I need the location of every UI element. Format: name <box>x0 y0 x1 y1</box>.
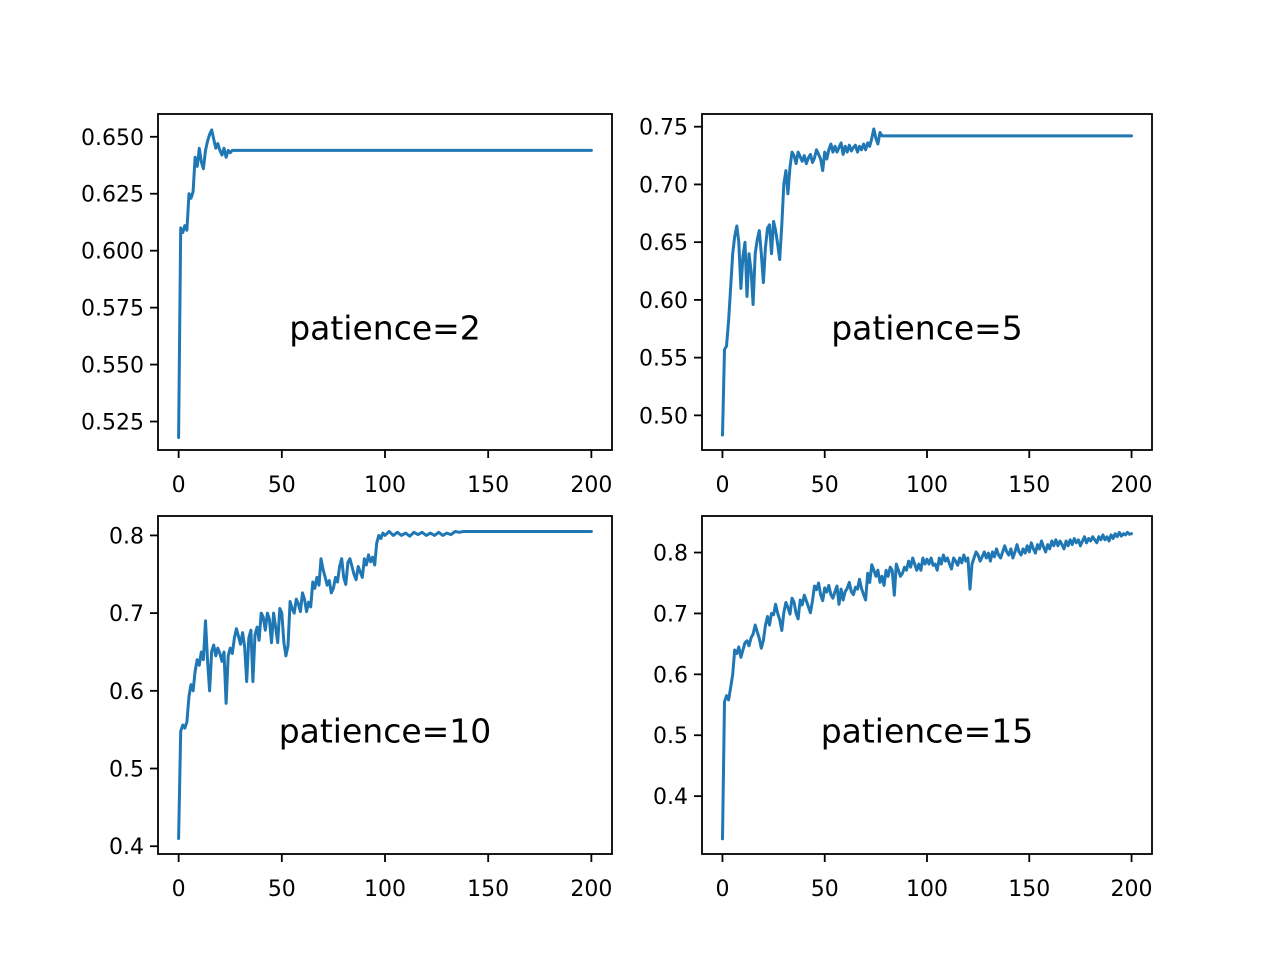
y-tick-label: 0.4 <box>653 785 688 810</box>
x-tick-label: 100 <box>364 473 406 498</box>
y-tick-label: 0.525 <box>81 411 144 436</box>
y-tick-label: 0.5 <box>653 724 688 749</box>
x-tick-label: 200 <box>1111 473 1153 498</box>
x-tick-label: 100 <box>364 877 406 902</box>
x-tick-label: 150 <box>1008 473 1050 498</box>
y-tick-label: 0.50 <box>639 404 688 429</box>
x-tick-label: 50 <box>268 473 296 498</box>
series-line <box>177 530 593 840</box>
axes-frame <box>701 113 1153 451</box>
y-tick-label: 0.650 <box>81 126 144 151</box>
subplot-1: 0 50 100 150 200 0.525 0.550 0.575 0.600 0.625 0.6… <box>81 113 613 498</box>
x-tick-label: 200 <box>570 877 612 902</box>
x-tick-label: 200 <box>570 473 612 498</box>
y-tick-label: 0.8 <box>109 524 144 549</box>
y-tick-label: 0.55 <box>639 347 688 372</box>
series-line <box>177 128 593 439</box>
y-tick-label: 0.60 <box>639 289 688 314</box>
y-tick-label: 0.5 <box>109 758 144 783</box>
y-tick-label: 0.6 <box>109 680 144 705</box>
y-tick-label: 0.575 <box>81 297 144 322</box>
y-tick-label: 0.4 <box>109 835 144 860</box>
x-tick-label: 0 <box>715 473 729 498</box>
y-tick-label: 0.65 <box>639 231 688 256</box>
axes-frame <box>701 515 1153 855</box>
axes-frame <box>157 113 613 451</box>
x-tick-label: 0 <box>715 877 729 902</box>
y-tick-label: 0.6 <box>653 663 688 688</box>
annotation-label: patience=2 <box>289 308 481 347</box>
annotation-label: patience=15 <box>821 712 1034 751</box>
x-tick-label: 50 <box>811 877 839 902</box>
x-tick-label: 150 <box>467 473 509 498</box>
x-tick-label: 100 <box>906 473 948 498</box>
series-line <box>721 127 1133 437</box>
x-tick-label: 0 <box>172 473 186 498</box>
y-tick-label: 0.550 <box>81 354 144 379</box>
y-tick-label: 0.7 <box>109 602 144 627</box>
annotation-label: patience=10 <box>279 712 492 751</box>
y-tick-label: 0.8 <box>653 542 688 567</box>
x-tick-label: 150 <box>467 877 509 902</box>
subplot-3: 0 50 100 150 200 0.4 0.5 0.6 0.7 0.8 patience=10 <box>109 515 613 902</box>
subplot-2: 0 50 100 150 200 0.50 0.55 0.60 0.65 0.70 0.75 pati… <box>639 113 1153 498</box>
x-tick-label: 0 <box>172 877 186 902</box>
y-tick-label: 0.7 <box>653 602 688 627</box>
annotation-label: patience=5 <box>831 308 1023 347</box>
y-tick-label: 0.625 <box>81 183 144 208</box>
subplot-4: 0 50 100 150 200 0.4 0.5 0.6 0.7 0.8 patience=15 <box>653 515 1153 902</box>
y-tick-label: 0.70 <box>639 173 688 198</box>
y-tick-label: 0.600 <box>81 240 144 265</box>
x-tick-label: 50 <box>268 877 296 902</box>
y-tick-label: 0.75 <box>639 116 688 141</box>
x-tick-label: 150 <box>1008 877 1050 902</box>
series-line <box>721 530 1133 841</box>
x-tick-label: 50 <box>811 473 839 498</box>
x-tick-label: 200 <box>1111 877 1153 902</box>
x-tick-label: 100 <box>906 877 948 902</box>
